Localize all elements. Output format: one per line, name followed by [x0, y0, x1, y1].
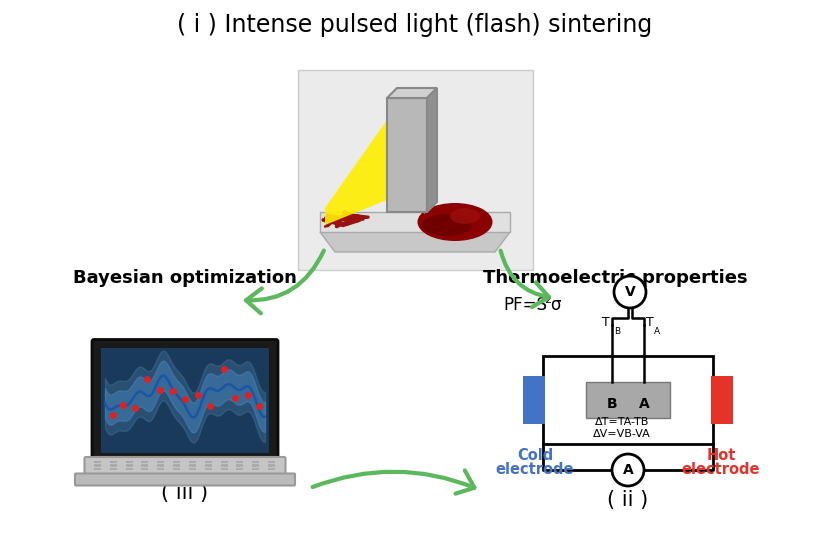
Text: B: B — [607, 397, 617, 411]
Bar — [189, 464, 196, 466]
Bar — [125, 467, 133, 470]
Bar — [189, 467, 196, 470]
Bar — [204, 464, 212, 466]
Bar — [141, 467, 149, 470]
Bar — [94, 460, 101, 463]
Polygon shape — [387, 98, 427, 212]
Bar — [252, 460, 259, 463]
Bar — [236, 464, 243, 466]
Bar — [94, 464, 101, 466]
Bar — [173, 464, 180, 466]
Text: B: B — [614, 327, 620, 336]
Ellipse shape — [417, 203, 493, 241]
Polygon shape — [387, 150, 425, 214]
Ellipse shape — [422, 214, 472, 236]
Bar — [173, 460, 180, 463]
Bar — [125, 464, 133, 466]
Circle shape — [614, 276, 646, 308]
Text: A: A — [654, 327, 660, 336]
Bar — [236, 460, 243, 463]
Bar — [268, 464, 275, 466]
Bar — [94, 467, 101, 470]
Bar — [110, 464, 117, 466]
Bar — [543, 356, 713, 444]
Text: T: T — [646, 315, 654, 328]
Text: Bayesian optimization: Bayesian optimization — [73, 269, 297, 287]
Bar — [252, 464, 259, 466]
Text: Hot: Hot — [706, 448, 735, 464]
Bar — [586, 382, 670, 418]
Text: ( iii ): ( iii ) — [161, 483, 209, 503]
Bar — [110, 460, 117, 463]
Bar — [204, 467, 212, 470]
Text: electrode: electrode — [496, 462, 574, 478]
Polygon shape — [427, 88, 437, 212]
Bar — [297, 70, 533, 270]
Text: PF=S: PF=S — [503, 296, 547, 314]
Circle shape — [612, 454, 644, 486]
FancyArrowPatch shape — [246, 251, 324, 313]
FancyArrowPatch shape — [500, 251, 549, 307]
Bar — [523, 376, 545, 424]
Polygon shape — [320, 212, 510, 232]
Bar — [157, 467, 165, 470]
Bar — [141, 460, 149, 463]
Text: σ: σ — [550, 296, 560, 314]
Bar — [252, 467, 259, 470]
Bar — [157, 464, 165, 466]
Bar — [173, 467, 180, 470]
Text: V: V — [625, 285, 636, 299]
Polygon shape — [387, 88, 437, 98]
Bar — [220, 460, 228, 463]
Text: Thermoelectric properties: Thermoelectric properties — [483, 269, 747, 287]
Bar — [101, 348, 269, 453]
Text: ( i ) Intense pulsed light (flash) sintering: ( i ) Intense pulsed light (flash) sinte… — [177, 13, 652, 37]
Text: 2: 2 — [544, 295, 551, 305]
Text: T: T — [602, 315, 610, 328]
FancyBboxPatch shape — [85, 457, 286, 476]
Bar — [220, 467, 228, 470]
Bar — [268, 460, 275, 463]
FancyBboxPatch shape — [75, 473, 295, 486]
FancyBboxPatch shape — [92, 340, 278, 460]
Bar — [110, 467, 117, 470]
Bar — [204, 460, 212, 463]
Text: A: A — [622, 463, 633, 477]
Text: ( ii ): ( ii ) — [607, 490, 649, 510]
Text: ΔV=VB-VA: ΔV=VB-VA — [593, 429, 651, 439]
Ellipse shape — [450, 208, 480, 224]
Text: Cold: Cold — [517, 448, 553, 464]
Bar — [189, 460, 196, 463]
Bar — [711, 376, 733, 424]
Bar — [236, 467, 243, 470]
Bar — [157, 460, 165, 463]
Bar — [268, 467, 275, 470]
Bar — [220, 464, 228, 466]
Bar — [125, 460, 133, 463]
Polygon shape — [320, 232, 510, 252]
Text: electrode: electrode — [681, 462, 760, 478]
Bar — [141, 464, 149, 466]
Text: ΔT=TA-TB: ΔT=TA-TB — [595, 417, 649, 427]
Polygon shape — [325, 120, 387, 225]
Text: A: A — [639, 397, 649, 411]
FancyArrowPatch shape — [312, 471, 475, 494]
